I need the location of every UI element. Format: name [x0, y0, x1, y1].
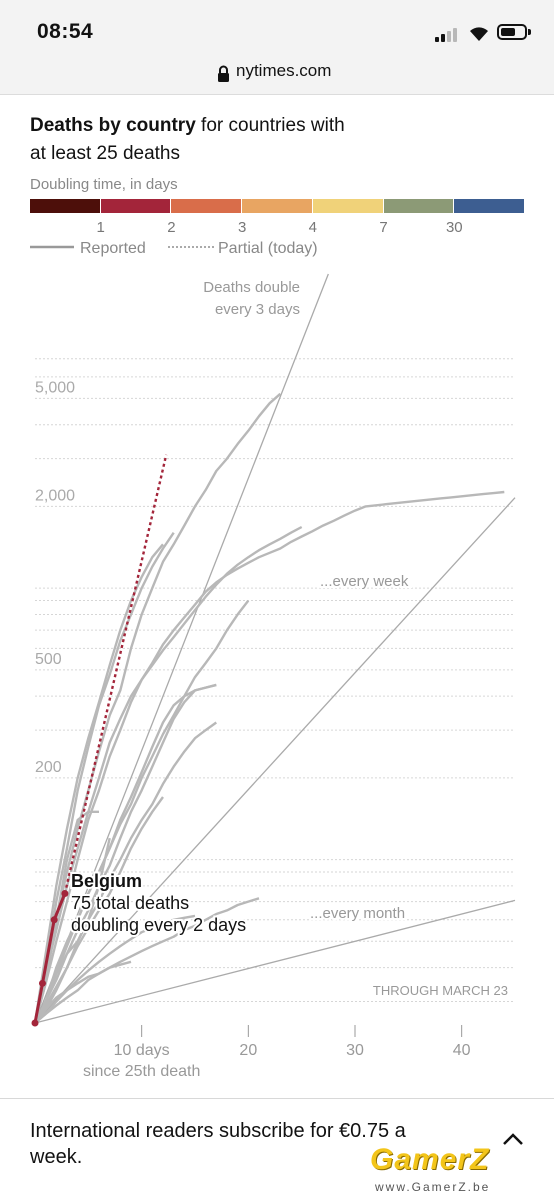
wifi-icon [470, 27, 488, 41]
belgium-point [31, 1019, 39, 1027]
doubling-color-scale [30, 199, 525, 213]
country-line [33, 525, 303, 1024]
country-line [33, 392, 282, 1024]
x-tick-label: 10 days [114, 1042, 170, 1059]
legend-partial-label: Partial (today) [218, 240, 318, 257]
reference-line [34, 899, 516, 1024]
status-bar: 08:54 [0, 0, 554, 58]
belgium-label-doubling: doubling every 2 days [71, 915, 246, 935]
doubling-tick-label: 7 [379, 219, 388, 236]
doubling-legend-title: Doubling time, in days [30, 176, 178, 193]
watermark: GamerZ www.GamerZ.be [365, 1143, 545, 1198]
y-tick-label: 200 [35, 759, 62, 776]
country-line [33, 837, 111, 1024]
doubling-swatch-1 [100, 199, 171, 213]
reference-label: Deaths double [203, 279, 300, 296]
country-line [33, 532, 175, 1024]
x-tick-label: 30 [346, 1042, 364, 1059]
reference-label: ...every week [320, 573, 409, 590]
belgium-point [50, 916, 58, 924]
country-line [34, 960, 132, 1024]
battery-icon [497, 24, 527, 40]
reference-line [34, 273, 329, 1024]
battery-nub [528, 29, 531, 35]
doubling-swatch-0 [30, 199, 100, 213]
x-tick-label: 20 [239, 1042, 257, 1059]
watermark-logo: GamerZ [370, 1143, 490, 1176]
watermark-url: www.GamerZ.be [375, 1180, 491, 1194]
reference-label: ...every month [310, 905, 405, 922]
belgium-label-name: Belgium [71, 871, 142, 891]
doubling-swatch-6 [454, 199, 524, 213]
x-tick-label: 40 [453, 1042, 471, 1059]
doubling-tick-label: 3 [237, 219, 247, 236]
y-tick-label: 5,000 [35, 379, 75, 396]
country-line [34, 914, 196, 1024]
y-tick-label: 500 [35, 651, 62, 668]
footer-divider [0, 1098, 554, 1099]
country-line [33, 543, 164, 1024]
country-line [34, 897, 260, 1024]
country-line [33, 683, 217, 1024]
chart-title-rest: for countries with at least 25 deaths [30, 115, 345, 164]
chart-title: Deaths by country for countries with at … [30, 112, 360, 168]
doubling-tick-label: 1 [96, 219, 105, 236]
doubling-swatch-4 [312, 199, 383, 213]
belgium-point [61, 889, 69, 897]
address-bar[interactable]: nytimes.com [0, 58, 554, 95]
belgium-label-total: 75 total deaths [71, 893, 189, 913]
belgium-partial-line [63, 454, 168, 894]
country-line [33, 490, 505, 1024]
doubling-tick-label: 30 [445, 219, 463, 236]
country-line [33, 796, 164, 1024]
belgium-line [33, 892, 67, 1024]
reference-label: every 3 days [215, 301, 300, 318]
lock-icon [218, 65, 229, 82]
subscribe-banner-text[interactable]: International readers subscribe for €0.7… [30, 1120, 406, 1168]
legend-reported-label: Reported [80, 240, 146, 257]
source-note: THROUGH MARCH 23 [373, 983, 508, 998]
y-tick-label: 2,000 [35, 487, 75, 504]
doubling-swatch-5 [383, 199, 454, 213]
doubling-swatch-2 [171, 199, 242, 213]
doubling-tick-label: 4 [308, 219, 318, 236]
doubling-swatch-3 [242, 199, 312, 213]
signal-icon [435, 28, 461, 42]
status-time: 08:54 [37, 20, 94, 43]
chart-title-bold: Deaths by country [30, 115, 196, 136]
reference-line [34, 497, 516, 1024]
belgium-point [38, 979, 46, 987]
url-text: nytimes.com [236, 61, 332, 80]
x-axis-sublabel: since 25th death [83, 1063, 200, 1080]
chevron-up-icon[interactable] [501, 1132, 525, 1146]
doubling-tick-label: 2 [167, 219, 176, 236]
deaths-line-chart: Reported Partial (today) 5,000 2,000 500 200 D… [30, 240, 516, 1080]
country-line [33, 599, 250, 1024]
